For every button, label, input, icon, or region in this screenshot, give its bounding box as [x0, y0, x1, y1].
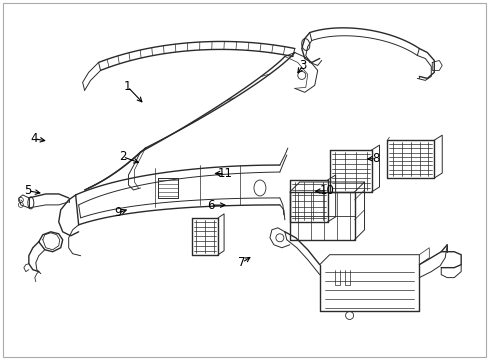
- Text: 8: 8: [371, 152, 379, 165]
- Text: 4: 4: [30, 132, 38, 145]
- Text: 7: 7: [238, 256, 245, 269]
- Text: 11: 11: [217, 167, 232, 180]
- Text: 10: 10: [319, 184, 334, 197]
- Text: 9: 9: [114, 207, 122, 220]
- Text: 2: 2: [119, 150, 126, 163]
- Text: 6: 6: [206, 199, 214, 212]
- Text: 3: 3: [299, 59, 306, 72]
- Text: 5: 5: [24, 184, 31, 197]
- Text: 1: 1: [123, 80, 131, 93]
